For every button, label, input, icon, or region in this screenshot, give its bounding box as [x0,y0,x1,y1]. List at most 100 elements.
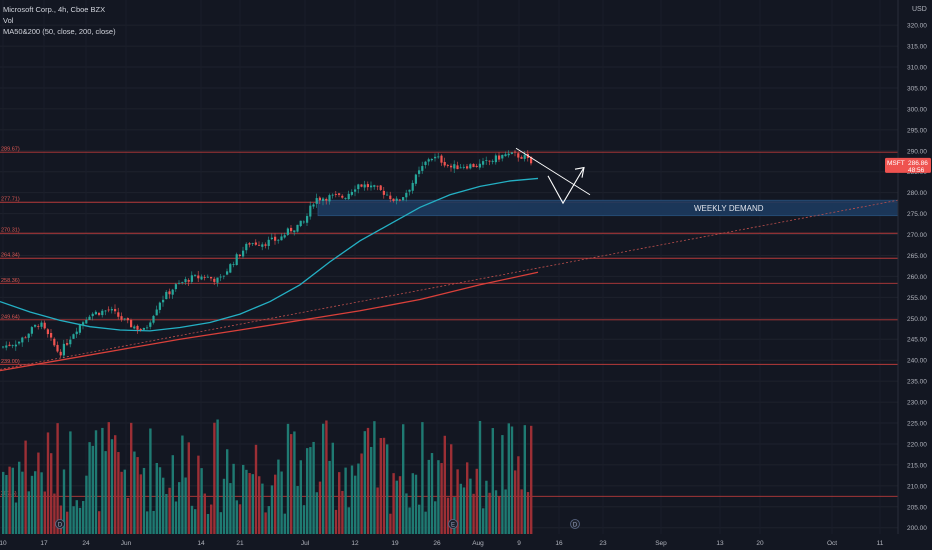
candle-body [27,333,30,338]
candle-body [398,199,401,201]
volume-bar [376,487,379,534]
volume-bar [104,451,107,534]
candle-body [290,227,293,232]
x-axis: 10 17 24 Jun 14 21 Jul 12 19 26 Aug 9 16 23 Sep 13 20 Oct… [0,540,884,547]
volume-bar [133,451,136,534]
volume-bar [50,453,53,534]
volume-bar [405,493,408,534]
ma-indicator-label[interactable]: MA50&200 (50, close, 200, close) [3,27,116,36]
volume-bar [142,467,146,534]
volume-bar [107,422,110,534]
candle-body [174,284,177,290]
chart-title[interactable]: Microsoft Corp., 4h, Cboe BZX [3,5,105,14]
volume-bar [158,467,162,534]
volume-bar [514,470,517,534]
volume-bar [322,423,325,534]
candle-body [277,239,280,241]
candle-body [347,193,350,200]
candle-body [366,184,369,188]
candle-body [69,339,72,345]
candle-body [235,254,238,266]
weekly-demand-zone[interactable] [317,199,899,217]
volume-bar [296,486,299,534]
volume-bar [312,441,315,534]
volume-bar [277,459,280,534]
volume-bar [488,492,491,534]
volume-bar [94,430,98,534]
y-axis: 320.00 315.00 310.00 305.00 300.00 295.00 290.… [907,23,927,533]
volume-bar [334,509,338,534]
y-tick-label: 200.00 [907,525,927,532]
volume-bar [386,444,389,534]
candle-body [104,310,107,312]
candle-body [504,154,507,157]
dotted-trend-line[interactable] [0,199,899,370]
candle-body [430,158,433,161]
volume-bar [56,423,59,534]
volume-bar [216,419,219,534]
volume-bar [267,506,270,534]
volume-bar [414,474,418,534]
volume-bar [174,501,178,534]
candle-body [478,163,481,168]
volume-bar [53,493,56,534]
volume-bar [126,497,130,534]
volume-bar [203,493,206,534]
candle-body [373,185,376,187]
volume-bar [494,490,498,534]
volume-bar [210,504,213,534]
projection-path [547,167,585,205]
volume-indicator-label[interactable]: Vol [3,16,14,25]
volume-bar [504,489,507,534]
volume-bar [18,461,21,534]
candle-body [139,328,142,330]
event-marker-label: E [451,523,455,529]
y-tick-label: 220.00 [907,441,927,448]
candle-body [24,337,27,339]
volume-bar [485,480,488,534]
candle-body [219,276,222,278]
candle-body [472,163,475,168]
projection-drawing[interactable] [515,147,591,205]
candle-body [469,164,472,169]
volume-bar [421,422,424,534]
candle-body [286,228,289,235]
candle-body [46,329,49,335]
volume-bar [450,444,453,534]
volume-bar [30,475,34,534]
candle-body [517,153,520,158]
candle-body [181,282,184,283]
candle-body [59,351,62,356]
y-tick-label: 240.00 [907,358,927,365]
event-marker-label: D [573,523,578,529]
candle-body [408,189,411,192]
y-tick-label: 270.00 [907,232,927,239]
candle-body [331,194,334,196]
volume-bar [498,496,501,534]
x-tick-label: 13 [716,540,724,547]
volume-bar [443,435,446,534]
candle-body [501,154,504,159]
x-tick-label: Sep [655,540,667,547]
volume-bar [69,431,72,534]
volume-bar [34,471,37,534]
candle-body [370,185,373,188]
volume-bar [254,444,258,534]
volume-bar [469,478,472,534]
volume-bar [264,512,267,534]
volume-bar [178,482,181,534]
candle-body [402,197,405,201]
candle-body [94,311,97,315]
volume-bar [302,505,306,534]
x-tick-label: 14 [197,540,205,547]
candle-body [322,198,325,201]
candle-body [264,244,267,246]
candle-body [485,160,488,161]
candle-body [53,338,56,346]
candle-body [424,161,427,165]
volume-bar [162,477,165,534]
candle-body [491,160,494,162]
volume-bar [78,507,82,534]
